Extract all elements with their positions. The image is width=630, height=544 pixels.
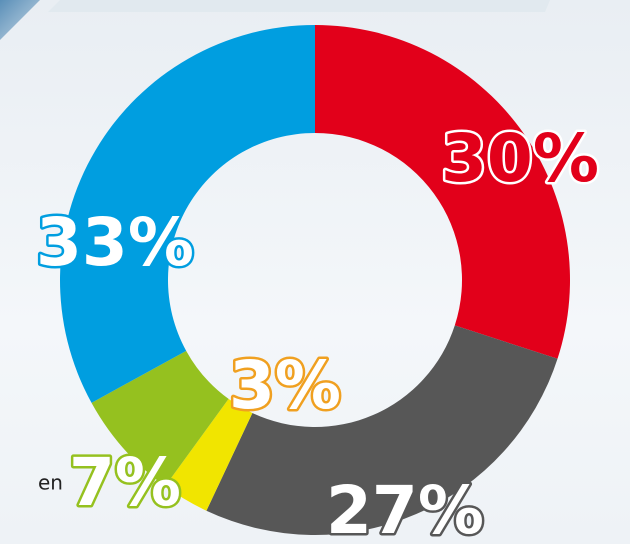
corner-decoration xyxy=(0,0,40,40)
donut-slice xyxy=(206,325,558,535)
data-label: 30% xyxy=(441,120,599,197)
legend-fragment: en xyxy=(38,471,63,495)
data-label: 27% xyxy=(326,472,484,544)
data-label: 33% xyxy=(36,204,194,281)
header-band xyxy=(48,0,550,12)
data-label: 7% xyxy=(69,444,181,521)
donut-slice xyxy=(315,25,570,359)
donut-slice xyxy=(165,398,253,511)
data-label: 3% xyxy=(229,347,341,424)
donut-slice xyxy=(91,350,229,487)
donut-slice xyxy=(59,25,316,403)
